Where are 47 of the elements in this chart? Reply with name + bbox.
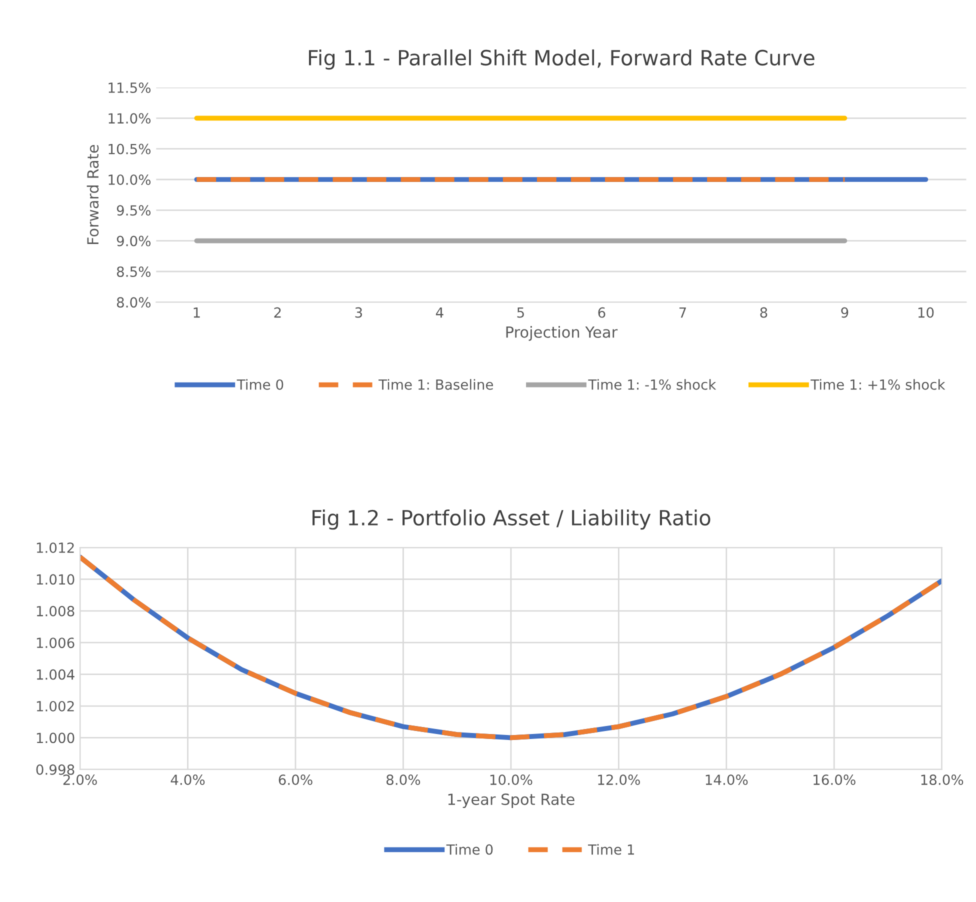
chart-title: Fig 1.2 - Portfolio Asset / Liability Ratio [312,509,710,530]
x-tick-label: 4.0% [170,774,205,786]
y-tick-label: 1.012 [36,542,74,553]
legend-label: Time 1 [588,844,634,855]
x-tick-label: 14.0% [706,774,748,786]
x-tick-label: 2 [274,307,281,318]
x-tick-label: 8 [760,307,768,318]
legend-label: Time 0 [236,379,284,390]
x-axis-title: Projection Year [506,326,618,341]
x-tick-label: 1 [194,307,200,318]
y-tick-label: 1.008 [36,606,74,616]
legend-label: Time 1: Baseline [378,379,494,390]
x-tick-label: 10 [918,307,934,318]
x-tick-label: 16.0% [814,774,856,786]
y-tick-label: 9.5% [116,205,151,216]
line-series [80,554,942,740]
x-axis-title: 1-year Spot Rate [448,794,574,808]
x-tick-label: 12.0% [598,774,640,786]
x-tick-label: 6 [598,307,606,318]
y-tick-label: 1.004 [36,669,74,680]
x-tick-label: 6.0% [278,774,312,786]
y-tick-label: 10.5% [108,144,151,154]
legend-label: Time 1: +1% shock [810,379,946,390]
y-tick-label: 0.998 [36,764,74,775]
x-tick-label: 7 [679,307,686,318]
y-tick-label: 9.0% [116,236,151,246]
x-tick-label: 2.0% [63,774,97,786]
y-tick-label: 11.0% [108,113,151,124]
legend-label: Time 1: -1% shock [588,379,716,390]
y-tick-label: 8.0% [116,297,151,308]
x-tick-label: 8.0% [386,774,420,786]
y-tick-label: 8.5% [116,266,151,277]
x-tick-label: 3 [355,307,362,318]
legend-label: Time 0 [446,844,493,855]
x-tick-label: 5 [517,307,524,318]
y-axis-title: Forward Rate [86,144,99,244]
y-tick-label: 11.5% [108,82,151,93]
y-tick-label: 1.010 [36,574,74,585]
y-tick-label: 10.0% [108,174,151,185]
x-tick-label: 10.0% [490,774,532,786]
x-tick-label: 4 [436,307,444,318]
x-tick-label: 18.0% [921,774,964,786]
y-tick-label: 1.006 [36,638,74,648]
x-tick-label: 9 [841,307,848,318]
y-tick-label: 1.000 [36,732,74,744]
chart-title: Fig 1.1 - Parallel Shift Model, Forward Rate Curve [308,49,814,70]
y-tick-label: 1.002 [36,700,74,712]
